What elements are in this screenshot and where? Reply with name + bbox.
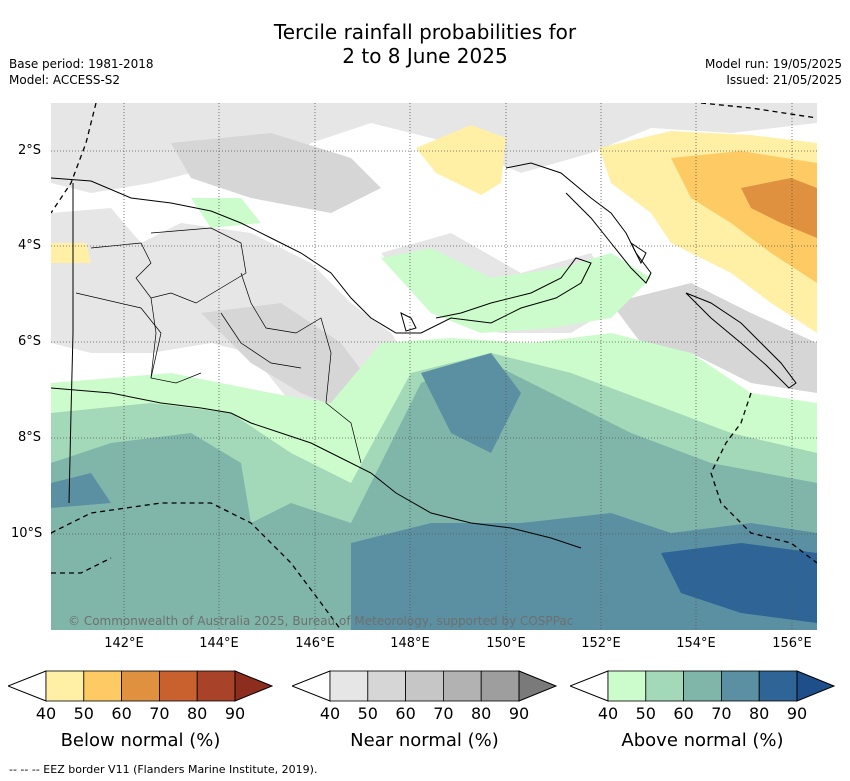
colorbar-tick-label: 60 — [673, 704, 694, 723]
lon-label-142e: 142°E — [104, 636, 144, 651]
colorbar-swatch — [758, 670, 798, 702]
above-normal-70-zone-gulf — [421, 353, 521, 453]
below-normal-arrow-high — [234, 670, 273, 702]
colorbar-tick-label: 90 — [786, 704, 808, 723]
colorbar-tick-label: 90 — [508, 704, 530, 723]
map-title: Tercile rainfall probabilities for 2 to … — [0, 20, 850, 68]
near-normal-zone-highlands — [201, 303, 371, 413]
lon-label-154e: 154°E — [676, 636, 716, 651]
colorbar-swatch — [196, 670, 236, 702]
colorbar-tick-label: 60 — [111, 704, 132, 723]
near-normal-swatches — [329, 670, 520, 702]
lon-label-146e: 146°E — [295, 636, 335, 651]
run-info: Model run: 19/05/2025 Issued: 21/05/2025 — [705, 56, 842, 88]
colorbar-tick-label: 50 — [357, 704, 378, 723]
near-normal-arrow-high — [518, 670, 557, 702]
colorbar-swatch — [720, 670, 760, 702]
colorbar-tick-label: 40 — [319, 704, 341, 723]
colorbar-tick-label: 70 — [711, 704, 732, 723]
colorbar-tick-label: 50 — [73, 704, 94, 723]
above-normal-arrow-low — [570, 670, 609, 702]
colorbar-swatch — [45, 670, 85, 702]
near-normal-arrow-low — [292, 670, 331, 702]
international-border — [68, 183, 74, 504]
base-info: Base period: 1981-2018 Model: ACCESS-S2 — [9, 56, 154, 88]
eez-footnote: -- -- -- EEZ border V11 (Flanders Marine… — [9, 763, 318, 776]
colorbar-swatch — [645, 670, 685, 702]
colorbar-tick-label: 40 — [597, 704, 619, 723]
below-normal-zone-west — [51, 243, 91, 263]
graticule — [51, 103, 817, 630]
lon-label-148e: 148°E — [390, 636, 430, 651]
colorbar-tick-label: 80 — [749, 704, 770, 723]
near-normal-colorbar — [292, 670, 557, 702]
above-normal-arrow-high — [796, 670, 835, 702]
issued-date: Issued: 21/05/2025 — [726, 73, 842, 87]
model-run: Model run: 19/05/2025 — [704, 57, 842, 71]
colorbar-swatch — [329, 670, 369, 702]
below-normal-zone-bismarck — [416, 125, 506, 195]
eez-borders — [51, 103, 817, 630]
colorbar-swatch — [367, 670, 407, 702]
below-normal-swatches — [45, 670, 236, 702]
title-line-1: Tercile rainfall probabilities for — [273, 20, 577, 44]
below-normal-arrow-low — [8, 670, 47, 702]
above-normal-title: Above normal (%) — [621, 730, 784, 751]
lon-label-156e: 156°E — [772, 636, 812, 651]
colorbar-tick-label: 80 — [471, 704, 492, 723]
coastlines — [51, 162, 797, 549]
below-normal-colorbar — [8, 670, 273, 702]
colorbar-swatch — [480, 670, 520, 702]
above-normal-80-zone — [661, 543, 817, 623]
colorbar-tick-label: 70 — [433, 704, 454, 723]
below-normal-title: Below normal (%) — [60, 730, 221, 751]
colorbar-tick-label: 90 — [224, 704, 246, 723]
lat-label-4s: 4°S — [18, 238, 42, 253]
near-normal-zone-north-inner — [171, 133, 381, 213]
colorbar-tick-label: 80 — [187, 704, 208, 723]
colorbar-tick-label: 50 — [635, 704, 656, 723]
lon-label-150e: 150°E — [486, 636, 526, 651]
lon-label-152e: 152°E — [581, 636, 621, 651]
above-normal-zone-north — [191, 198, 261, 228]
above-normal-70-zone-west — [51, 473, 111, 508]
colorbar-tick-label: 60 — [395, 704, 416, 723]
near-normal-zone-north — [51, 103, 817, 193]
above-normal-swatches — [607, 670, 798, 702]
colorbar-swatch — [158, 670, 198, 702]
lat-label-2s: 2°S — [18, 143, 42, 158]
colorbar-tick-label: 70 — [149, 704, 170, 723]
below-normal-60-zone — [741, 178, 817, 238]
colorbar-swatch — [83, 670, 123, 702]
lon-label-144e: 144°E — [199, 636, 239, 651]
province-boundaries — [75, 227, 362, 464]
colorbar-swatch — [683, 670, 722, 702]
colorbar-swatch — [405, 670, 444, 702]
probability-map — [51, 103, 817, 630]
lat-label-6s: 6°S — [18, 334, 42, 349]
near-normal-title: Near normal (%) — [350, 730, 499, 751]
near-normal-zone-east — [611, 283, 817, 393]
model-name: Model: ACCESS-S2 — [9, 73, 121, 87]
colorbar-tick-label: 40 — [35, 704, 57, 723]
base-period: Base period: 1981-2018 — [9, 57, 154, 71]
colorbar-swatch — [442, 670, 482, 702]
lat-label-8s: 8°S — [18, 430, 42, 445]
lat-label-10s: 10°S — [11, 526, 43, 541]
title-line-2: 2 to 8 June 2025 — [342, 44, 508, 68]
colorbar-swatch — [121, 670, 160, 702]
copyright-credit: © Commonwealth of Australia 2025, Bureau… — [68, 614, 574, 628]
above-normal-colorbar — [570, 670, 835, 702]
colorbar-swatch — [607, 670, 647, 702]
above-normal-70-zone-coral-sea — [351, 513, 817, 630]
above-normal-zone-central — [381, 248, 651, 333]
